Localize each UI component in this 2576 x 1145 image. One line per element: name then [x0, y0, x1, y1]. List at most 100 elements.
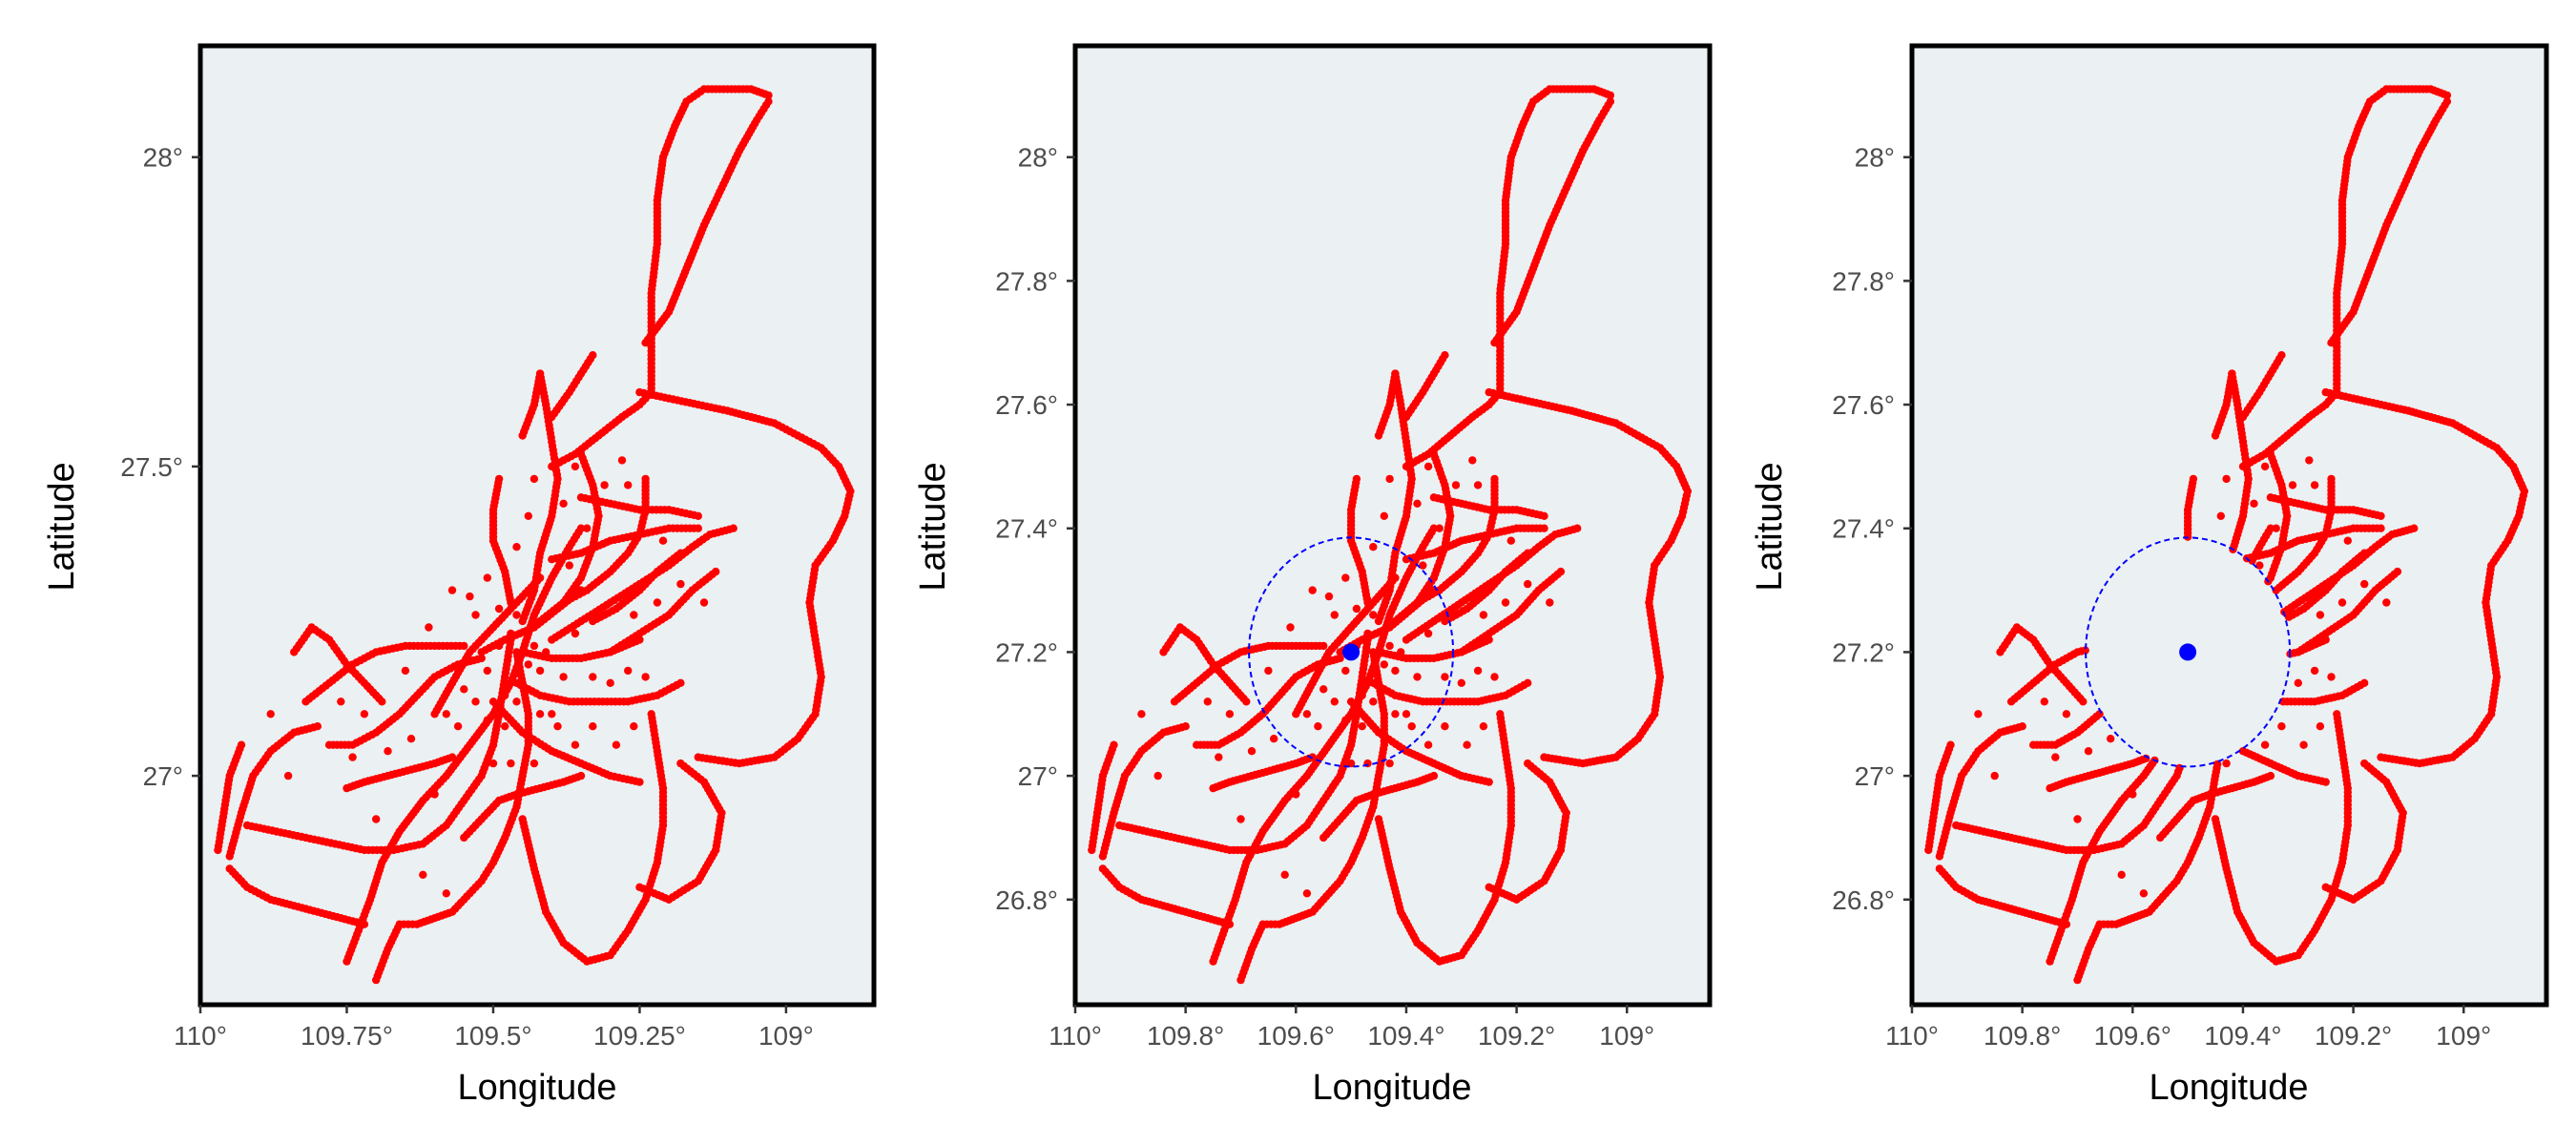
data-point — [1358, 691, 1366, 699]
data-point — [2310, 666, 2319, 676]
data-point — [1280, 870, 1289, 879]
x-tick-label: 109° — [758, 1021, 814, 1051]
y-tick-label: 27° — [1855, 761, 1895, 791]
data-point — [612, 740, 621, 749]
data-point — [571, 462, 580, 471]
y-tick-label: 27.5° — [120, 452, 183, 482]
data-point — [1292, 790, 1300, 799]
data-point — [2266, 771, 2275, 781]
data-point — [2321, 387, 2330, 397]
data-point — [1990, 771, 1999, 781]
data-point — [1380, 511, 1389, 520]
data-point — [1423, 629, 1433, 638]
data-point — [617, 456, 627, 465]
data-point — [694, 524, 702, 532]
data-point — [1463, 740, 1471, 749]
data-point — [406, 735, 416, 743]
data-point — [1369, 611, 1378, 619]
x-tick-label: 109.5° — [454, 1021, 531, 1051]
data-point — [337, 697, 345, 706]
data-point — [653, 598, 662, 607]
panel-1-x-axis-title: Longitude — [458, 1068, 617, 1108]
data-point — [512, 543, 521, 552]
data-point — [1423, 462, 1433, 471]
data-point — [530, 759, 539, 768]
panel-2-x-axis-title: Longitude — [1313, 1068, 1472, 1108]
data-point — [1419, 561, 1427, 570]
data-point — [530, 474, 539, 484]
data-point — [2040, 697, 2048, 706]
panel-3: 110° 109.8° 109.6° 109.4° 109.2° 109° 26.8°27… — [1750, 43, 2549, 1108]
data-point — [2321, 778, 2330, 786]
data-point — [1137, 710, 1146, 718]
data-point — [1524, 678, 1532, 687]
data-point — [1341, 573, 1350, 582]
y-tick-label: 27.8° — [995, 266, 1058, 296]
data-point — [630, 611, 638, 619]
data-point — [1181, 722, 1190, 731]
data-point — [1974, 710, 1983, 718]
y-tick-label: 28° — [143, 143, 183, 173]
data-point — [2327, 474, 2336, 484]
data-point — [2255, 561, 2264, 570]
data-point — [1473, 481, 1483, 489]
data-point — [1308, 586, 1317, 594]
data-point — [589, 722, 597, 731]
data-point — [1330, 611, 1340, 619]
data-point — [360, 920, 369, 928]
x-tick-label: 109.4° — [2204, 1021, 2281, 1051]
data-point — [1490, 673, 1499, 681]
data-point — [2393, 567, 2402, 576]
data-point — [447, 753, 457, 761]
data-point — [2222, 474, 2231, 484]
data-point — [460, 685, 468, 694]
data-point — [1302, 710, 1312, 718]
data-point — [1385, 474, 1394, 484]
data-point — [712, 567, 720, 576]
data-point — [600, 481, 609, 489]
data-point — [266, 710, 275, 718]
data-point — [494, 641, 504, 651]
data-point — [477, 654, 486, 663]
data-point — [1457, 678, 1466, 687]
data-point — [425, 623, 433, 632]
data-point — [471, 697, 480, 706]
data-point — [237, 740, 246, 749]
data-point — [1385, 641, 1394, 651]
panel-2-y-axis-title: Latitude — [913, 462, 953, 591]
data-point — [583, 524, 592, 532]
data-point — [1546, 598, 1554, 607]
data-point — [576, 586, 586, 594]
data-point — [694, 511, 702, 520]
data-point — [1435, 524, 1444, 532]
data-point — [2360, 549, 2369, 557]
data-point — [501, 722, 509, 731]
y-tick-label: 27.4° — [995, 514, 1058, 544]
data-point — [1485, 387, 1493, 397]
y-tick-label: 26.8° — [995, 885, 1058, 915]
data-point — [1319, 685, 1328, 694]
data-point — [2062, 710, 2071, 718]
data-point — [530, 641, 539, 651]
data-point — [453, 722, 463, 731]
data-point — [1479, 722, 1488, 731]
data-point — [430, 790, 439, 799]
data-point — [1380, 660, 1389, 669]
x-tick-label: 109° — [2436, 1021, 2491, 1051]
data-point — [507, 759, 515, 768]
y-tick-label: 28° — [1855, 143, 1895, 173]
data-point — [676, 678, 685, 687]
data-point — [488, 759, 498, 768]
data-point — [1247, 747, 1257, 756]
data-point — [378, 697, 386, 706]
data-point — [1314, 722, 1322, 731]
data-point — [1369, 543, 1378, 552]
data-point — [624, 481, 633, 489]
x-tick-label: 110° — [1049, 1021, 1102, 1051]
data-point — [1236, 815, 1245, 823]
data-point — [1496, 710, 1505, 718]
data-point — [2272, 524, 2280, 532]
data-point — [658, 536, 668, 545]
data-point — [1429, 524, 1439, 532]
